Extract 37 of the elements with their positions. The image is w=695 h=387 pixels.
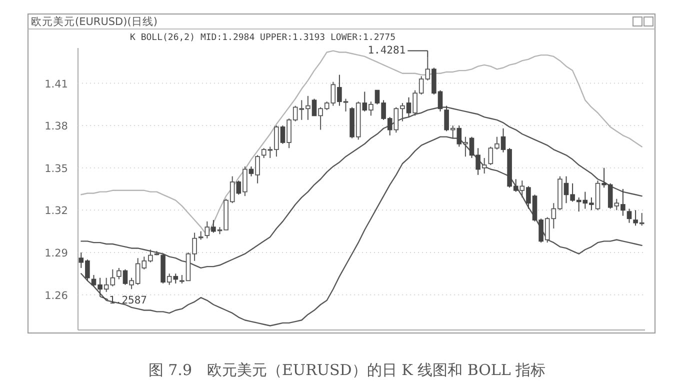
candlestick xyxy=(248,166,254,177)
y-tick-label: 1.41 xyxy=(44,78,68,90)
candlestick xyxy=(242,166,248,197)
candlestick xyxy=(122,268,128,286)
candlestick xyxy=(626,208,632,224)
candlestick xyxy=(236,180,242,196)
candlestick xyxy=(255,154,260,184)
caption: 图 7.9 欧元美元（EURUSD）的日 K 线图和 BOLL 指标 xyxy=(148,361,546,379)
candlestick xyxy=(482,157,487,174)
candlestick xyxy=(456,125,462,148)
candlestick xyxy=(614,198,620,211)
candlestick xyxy=(312,98,317,116)
candlestick xyxy=(633,210,638,226)
candlestick xyxy=(444,105,449,132)
candlestick xyxy=(520,180,525,198)
candlestick xyxy=(639,212,644,226)
candlestick xyxy=(166,273,172,286)
annotation: 1.4281 xyxy=(368,44,406,57)
candlestick xyxy=(116,267,122,280)
y-tick-label: 1.32 xyxy=(44,205,68,218)
candlestick xyxy=(211,220,216,234)
candlestick xyxy=(406,96,412,118)
candlestick xyxy=(173,273,178,284)
y-tick-label: 1.26 xyxy=(44,290,68,302)
candlestick xyxy=(280,125,286,144)
candlestick xyxy=(343,98,348,112)
candlestick xyxy=(337,74,342,106)
candlestick xyxy=(362,91,368,112)
text: K BOLL(26,2) MID:1.2984 UPPER:1.3193 LOWER:1.2775 xyxy=(130,33,396,43)
candlestick xyxy=(620,188,626,216)
annotation: 1.2587 xyxy=(109,294,147,307)
chart-title: 欧元美元(EURUSD)(日线) xyxy=(31,15,158,28)
candlestick xyxy=(204,220,210,239)
y-tick-label: 1.35 xyxy=(44,162,68,175)
candlestick xyxy=(368,101,374,116)
y-tick-label: 1.29 xyxy=(44,247,68,260)
y-tick-label: 1.38 xyxy=(44,120,68,133)
